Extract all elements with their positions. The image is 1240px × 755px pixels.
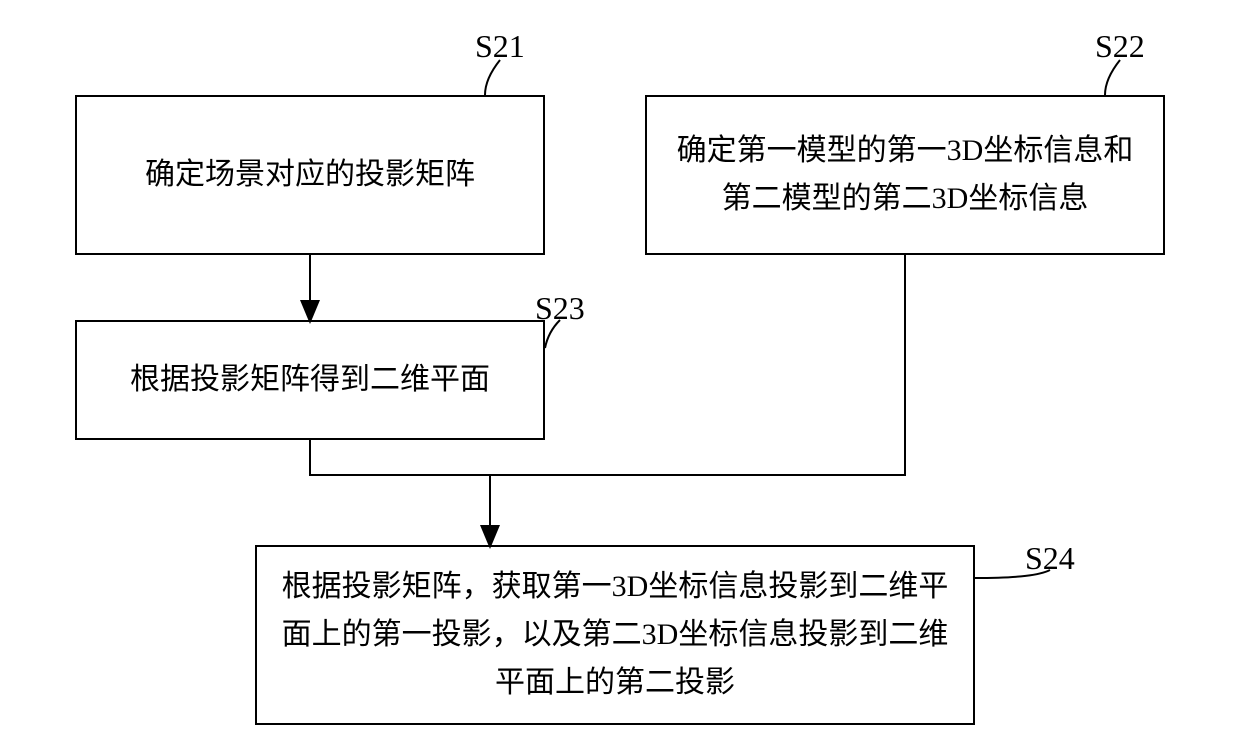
label-leader-s22 <box>1105 60 1120 95</box>
node-label-s24: S24 <box>1025 540 1075 577</box>
edge-s23-s24 <box>310 440 490 545</box>
node-text: 确定场景对应的投影矩阵 <box>145 151 475 199</box>
flow-node-s23: 根据投影矩阵得到二维平面 <box>75 320 545 440</box>
node-text: 确定第一模型的第一3D坐标信息和第二模型的第二3D坐标信息 <box>667 127 1143 223</box>
node-text: 根据投影矩阵，获取第一3D坐标信息投影到二维平面上的第一投影，以及第二3D坐标信… <box>277 563 953 707</box>
edge-s22-merge <box>490 255 905 475</box>
label-leader-s21 <box>485 60 500 95</box>
flow-node-s22: 确定第一模型的第一3D坐标信息和第二模型的第二3D坐标信息 <box>645 95 1165 255</box>
flow-node-s24: 根据投影矩阵，获取第一3D坐标信息投影到二维平面上的第一投影，以及第二3D坐标信… <box>255 545 975 725</box>
node-label-s21: S21 <box>475 28 525 65</box>
node-label-s23: S23 <box>535 290 585 327</box>
node-text: 根据投影矩阵得到二维平面 <box>130 356 490 404</box>
node-label-s22: S22 <box>1095 28 1145 65</box>
flow-node-s21: 确定场景对应的投影矩阵 <box>75 95 545 255</box>
